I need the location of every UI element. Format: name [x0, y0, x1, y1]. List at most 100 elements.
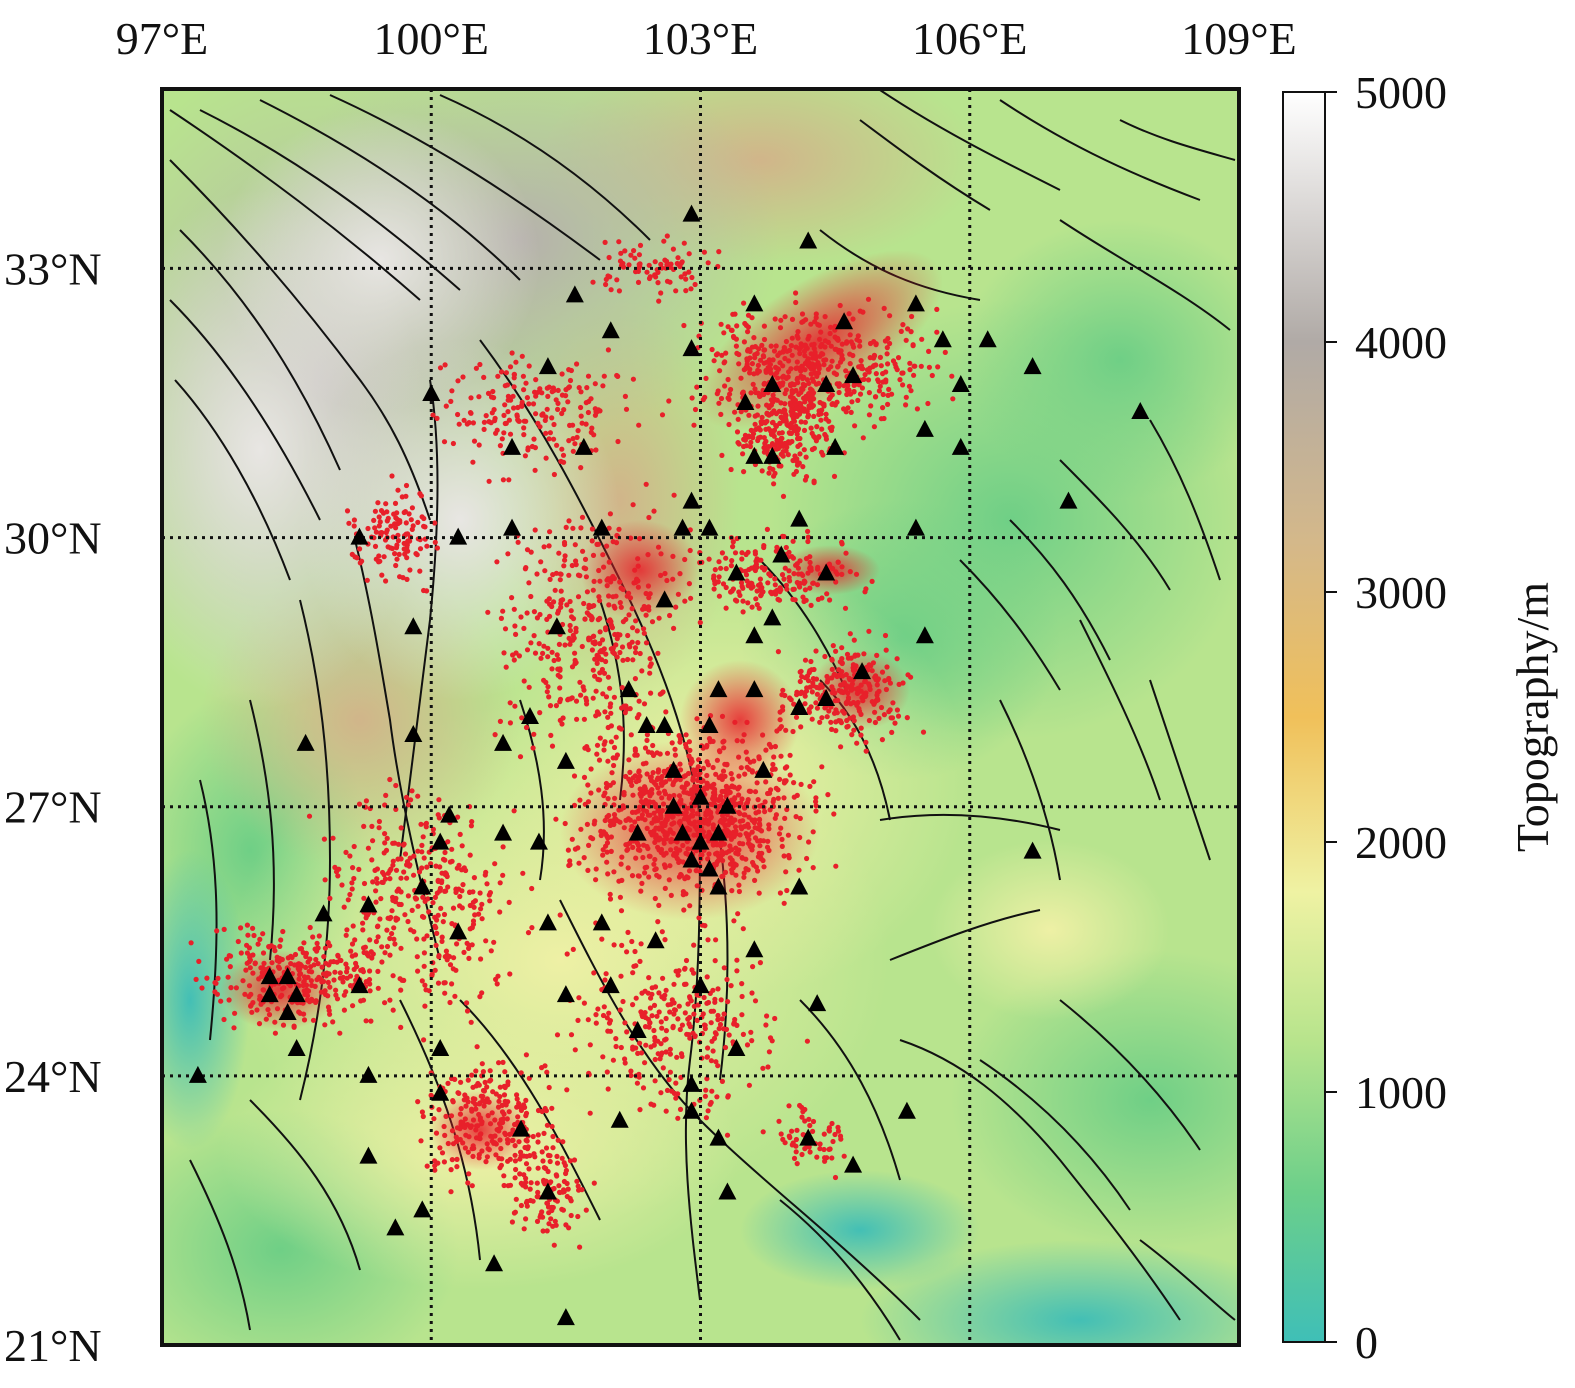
- earthquake-point: [597, 641, 603, 647]
- earthquake-point: [369, 823, 375, 830]
- earthquake-point: [416, 869, 423, 875]
- earthquake-point: [418, 821, 424, 827]
- earthquake-point: [729, 776, 735, 782]
- earthquake-point: [716, 593, 723, 599]
- earthquake-point: [437, 1145, 443, 1151]
- earthquake-point: [646, 275, 653, 282]
- earthquake-point: [626, 757, 632, 763]
- earthquake-point: [734, 738, 740, 744]
- earthquake-point: [608, 575, 614, 582]
- earthquake-point: [794, 405, 801, 411]
- earthquake-point: [793, 1149, 799, 1155]
- earthquake-point: [246, 993, 252, 1000]
- earthquake-point: [442, 990, 448, 996]
- earthquake-point: [221, 926, 227, 933]
- station-triangle: [520, 707, 539, 724]
- earthquake-point: [764, 526, 771, 533]
- earthquake-point: [598, 832, 604, 839]
- earthquake-point: [728, 589, 734, 595]
- earthquake-point: [802, 353, 808, 359]
- earthquake-point: [645, 1016, 652, 1022]
- earthquake-point: [556, 1189, 563, 1195]
- earthquake-point: [602, 739, 608, 745]
- earthquake-point: [721, 965, 727, 971]
- earthquake-point: [623, 842, 629, 848]
- earthquake-point: [322, 945, 328, 951]
- earthquake-point: [627, 644, 633, 650]
- earthquake-point: [449, 981, 455, 987]
- earthquake-point: [471, 438, 478, 444]
- earthquake-point: [556, 641, 563, 648]
- earthquake-point: [761, 449, 768, 455]
- earthquake-point: [535, 1165, 541, 1171]
- earthquake-point: [907, 367, 913, 373]
- earthquake-point: [881, 305, 887, 311]
- earthquake-point: [327, 943, 333, 949]
- earthquake-point: [806, 403, 812, 409]
- earthquake-point: [512, 1209, 519, 1215]
- earthquake-point: [849, 399, 855, 405]
- earthquake-point: [640, 854, 646, 861]
- earthquake-point: [335, 952, 341, 958]
- earthquake-point: [754, 350, 760, 357]
- earthquake-point: [570, 448, 576, 454]
- earthquake-point: [452, 1076, 458, 1082]
- earthquake-point: [783, 778, 789, 784]
- earthquake-point: [866, 628, 872, 634]
- earthquake-point: [597, 598, 603, 604]
- earthquake-point: [845, 723, 851, 729]
- earthquake-point: [213, 980, 219, 986]
- earthquake-point: [269, 960, 275, 966]
- earthquake-point: [757, 855, 764, 861]
- station-triangle: [637, 715, 656, 733]
- earthquake-point: [322, 991, 329, 998]
- earthquake-point: [714, 757, 721, 763]
- earthquake-point: [684, 825, 690, 831]
- earthquake-point: [615, 438, 621, 445]
- earthquake-point: [651, 1002, 658, 1009]
- earthquake-point: [671, 1007, 678, 1013]
- earthquake-point: [387, 876, 393, 882]
- station-triangle: [449, 922, 468, 940]
- earthquake-point: [767, 465, 773, 471]
- earthquake-point: [316, 933, 322, 939]
- earthquake-point: [794, 359, 800, 365]
- earthquake-point: [686, 581, 693, 587]
- earthquake-point: [476, 911, 482, 917]
- earthquake-point: [589, 526, 596, 532]
- earthquake-point: [471, 904, 477, 910]
- earthquake-point: [617, 1007, 623, 1013]
- earthquake-point: [622, 1020, 628, 1026]
- earthquake-point: [659, 820, 665, 827]
- earthquake-point: [655, 844, 661, 850]
- earthquake-point: [562, 541, 568, 548]
- earthquake-point: [248, 1002, 254, 1009]
- earthquake-point: [509, 1137, 515, 1144]
- station-triangle: [933, 330, 952, 348]
- earthquake-point: [500, 608, 506, 614]
- earthquake-point: [214, 991, 220, 997]
- earthquake-point: [618, 973, 624, 979]
- earthquake-point: [743, 572, 750, 578]
- earthquake-point: [466, 1134, 472, 1140]
- earthquake-point: [686, 269, 692, 275]
- earthquake-point: [877, 383, 883, 389]
- earthquake-point: [535, 389, 541, 395]
- earthquake-point: [402, 912, 408, 918]
- earthquake-point: [632, 948, 638, 955]
- earthquake-point: [414, 954, 420, 960]
- earthquake-point: [803, 597, 809, 603]
- earthquake-point: [652, 1078, 658, 1084]
- earthquake-point: [719, 1016, 725, 1022]
- earthquake-point: [301, 1011, 307, 1017]
- earthquake-point: [332, 969, 338, 975]
- earthquake-point: [730, 544, 736, 550]
- earthquake-point: [379, 959, 385, 965]
- earthquake-point: [408, 797, 414, 803]
- earthquake-point: [797, 815, 803, 822]
- earthquake-point: [605, 724, 611, 731]
- earthquake-point: [846, 311, 852, 317]
- earthquake-point: [555, 1137, 561, 1143]
- earthquake-point: [245, 932, 251, 938]
- earthquake-point: [517, 1156, 523, 1162]
